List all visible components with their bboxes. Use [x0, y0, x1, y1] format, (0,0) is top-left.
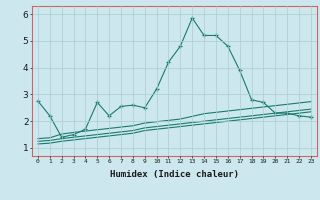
X-axis label: Humidex (Indice chaleur): Humidex (Indice chaleur) — [110, 170, 239, 179]
